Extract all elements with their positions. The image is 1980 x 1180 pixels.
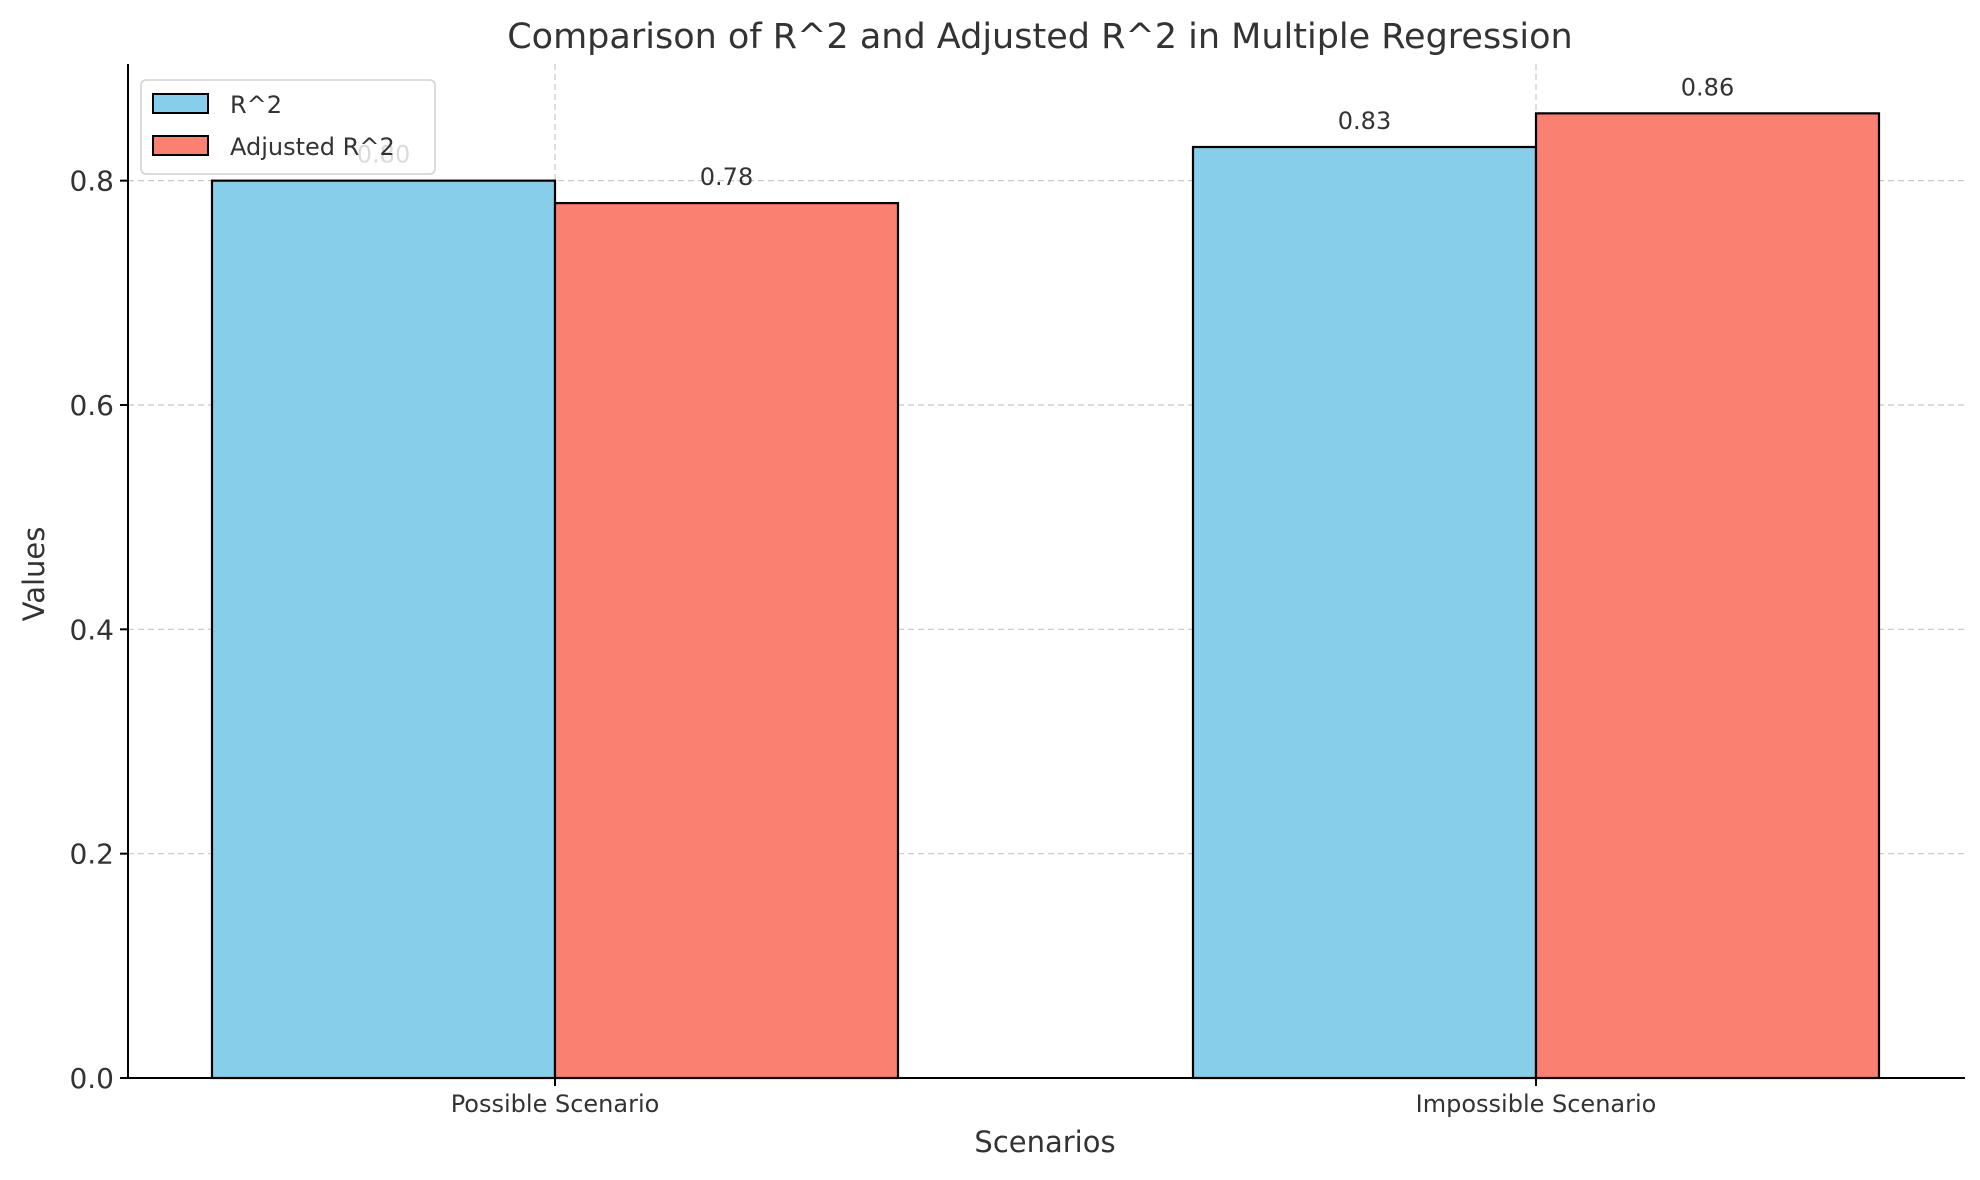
chart-title: Comparison of R^2 and Adjusted R^2 in Mu… xyxy=(507,17,1573,57)
legend-label-r2: R^2 xyxy=(230,91,282,119)
bar-r2 xyxy=(1191,145,1538,1080)
y-tick-label: 0.0 xyxy=(69,1062,114,1095)
x-tick-label: Possible Scenario xyxy=(451,1090,660,1118)
x-ticks: Possible Scenario Impossible Scenario xyxy=(451,1078,1657,1118)
legend-label-adjusted-r2: Adjusted R^2 xyxy=(230,133,395,161)
x-tick-label: Impossible Scenario xyxy=(1416,1090,1657,1118)
bar-adjusted-r2 xyxy=(1534,112,1881,1080)
data-label: 0.83 xyxy=(1338,107,1391,135)
x-axis-label: Scenarios xyxy=(974,1125,1115,1159)
y-tick-label: 0.2 xyxy=(69,838,114,871)
legend: R^2 Adjusted R^2 xyxy=(140,79,436,175)
y-tick-label: 0.8 xyxy=(69,165,114,198)
bars xyxy=(210,112,1881,1080)
y-tick-label: 0.6 xyxy=(69,389,114,422)
axes xyxy=(127,64,1965,1079)
bar-r2 xyxy=(210,179,557,1080)
legend-swatch-adjusted-r2 xyxy=(152,135,209,156)
legend-frame xyxy=(140,79,436,175)
data-label: 0.86 xyxy=(1681,73,1734,101)
bar-adjusted-r2 xyxy=(553,201,900,1080)
y-axis-label: Values xyxy=(17,527,51,622)
legend-swatch-r2 xyxy=(152,93,209,114)
y-tick-label: 0.4 xyxy=(69,613,114,646)
data-label: 0.78 xyxy=(700,163,753,191)
y-ticks: 0.0 0.2 0.4 0.6 0.8 xyxy=(69,165,128,1095)
